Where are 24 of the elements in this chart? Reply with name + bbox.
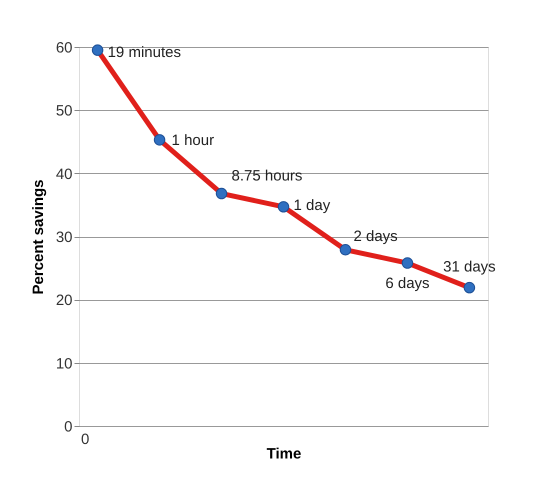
y-tick-label: 0 — [64, 418, 72, 436]
point — [464, 282, 476, 294]
point — [278, 201, 290, 213]
point — [340, 244, 352, 256]
annotation: 8.75 hours — [232, 168, 302, 185]
x-axis-title: Time — [266, 446, 302, 462]
annotation: 31 days — [443, 258, 496, 276]
y-tick-label: 50 — [56, 102, 72, 120]
y-tick-label: 20 — [56, 292, 72, 310]
annotation: 1 hour — [172, 132, 214, 149]
point — [216, 188, 228, 200]
point — [402, 257, 414, 269]
y-tick-label: 40 — [56, 166, 72, 183]
y-tick-label: 30 — [56, 229, 72, 246]
point — [154, 134, 166, 146]
point — [92, 44, 104, 56]
text: 0 — [81, 431, 90, 448]
y-tick-label: 60 — [56, 40, 72, 56]
annotation: 6 days — [385, 275, 430, 292]
annotation: 2 days — [353, 228, 398, 245]
y-tick-label: 10 — [56, 355, 72, 372]
annotation: 1 day — [294, 196, 331, 214]
y-axis-title: Percent savings — [30, 179, 47, 295]
annotation: 19 minutes — [108, 44, 181, 62]
